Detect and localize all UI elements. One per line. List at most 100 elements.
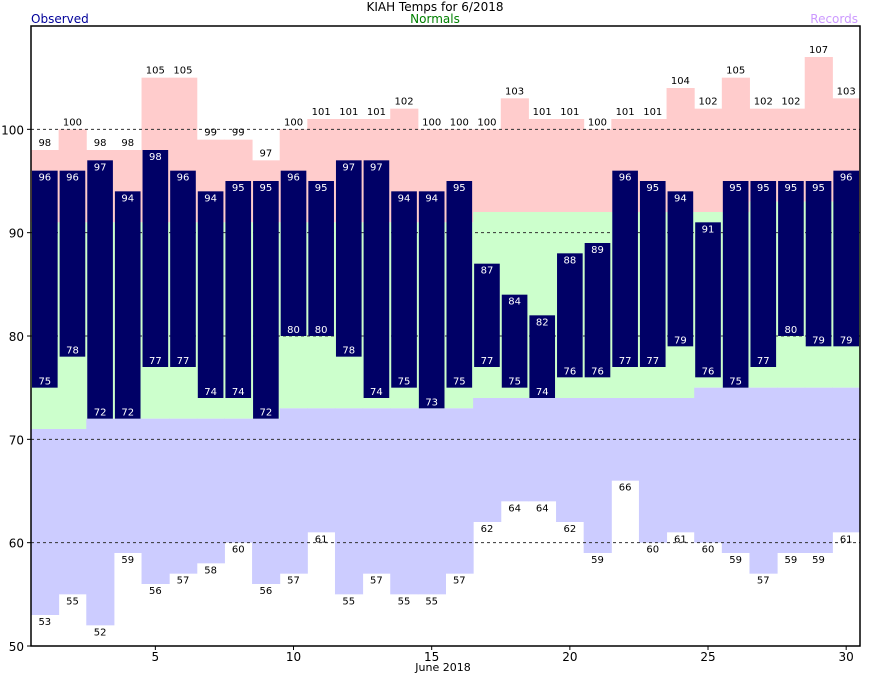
observed-low-label: 75 xyxy=(508,377,521,388)
legend-normals: Normals xyxy=(410,12,460,26)
observed-low-label: 80 xyxy=(287,325,300,336)
observed-high-label: 91 xyxy=(702,224,715,235)
record-high-label: 101 xyxy=(643,107,662,118)
observed-bar xyxy=(529,315,556,398)
record-high-label: 101 xyxy=(533,107,552,118)
observed-high-label: 95 xyxy=(315,183,328,194)
record-low-band xyxy=(638,398,668,543)
record-low-label: 62 xyxy=(481,524,494,535)
legend-observed: Observed xyxy=(31,12,89,26)
record-low-label: 64 xyxy=(536,503,549,514)
record-low-band xyxy=(334,408,364,595)
record-high-label: 102 xyxy=(781,97,800,108)
record-low-band xyxy=(58,429,87,595)
record-low-band xyxy=(694,387,723,543)
record-low-band xyxy=(31,429,60,615)
record-high-label: 101 xyxy=(312,107,331,118)
record-high-label: 105 xyxy=(173,66,192,77)
observed-low-label: 77 xyxy=(646,356,659,367)
record-low-band xyxy=(583,398,612,553)
observed-high-label: 95 xyxy=(260,183,273,194)
observed-low-label: 76 xyxy=(591,366,604,377)
record-low-band xyxy=(804,387,833,553)
record-low-label: 59 xyxy=(812,555,825,566)
record-high-label: 101 xyxy=(616,107,635,118)
observed-high-label: 94 xyxy=(674,193,687,204)
observed-low-label: 79 xyxy=(840,335,853,346)
observed-low-label: 77 xyxy=(757,356,770,367)
observed-high-label: 95 xyxy=(453,183,466,194)
y-tick-label: 50 xyxy=(9,640,24,654)
observed-low-label: 75 xyxy=(38,377,51,388)
observed-bar xyxy=(363,160,390,398)
x-tick-label: 30 xyxy=(839,650,854,664)
record-low-label: 61 xyxy=(840,534,853,545)
x-tick-label: 20 xyxy=(562,650,577,664)
observed-high-label: 97 xyxy=(94,162,107,173)
observed-low-label: 72 xyxy=(94,408,107,419)
observed-bar xyxy=(446,181,473,388)
record-low-band xyxy=(362,408,391,574)
record-low-band xyxy=(832,387,861,533)
observed-high-label: 87 xyxy=(481,266,494,277)
observed-bar xyxy=(695,222,721,378)
observed-high-label: 82 xyxy=(536,317,549,328)
observed-high-label: 95 xyxy=(729,183,742,194)
record-low-label: 61 xyxy=(674,534,687,545)
record-low-label: 59 xyxy=(121,555,134,566)
record-low-band xyxy=(528,398,557,502)
observed-low-label: 75 xyxy=(453,377,466,388)
x-axis-label: June 2018 xyxy=(415,661,471,674)
observed-bar xyxy=(170,170,196,367)
observed-high-label: 96 xyxy=(840,173,853,184)
record-low-label: 55 xyxy=(398,596,411,607)
observed-bar xyxy=(667,191,694,347)
observed-low-label: 74 xyxy=(232,387,245,398)
record-high-band xyxy=(694,108,723,212)
record-low-band xyxy=(113,418,143,553)
record-low-band xyxy=(417,408,446,595)
record-low-label: 60 xyxy=(702,545,715,556)
observed-bar xyxy=(335,160,362,357)
observed-high-label: 97 xyxy=(342,162,355,173)
record-low-band xyxy=(252,418,281,584)
observed-bar xyxy=(280,170,307,336)
record-high-label: 104 xyxy=(671,76,690,87)
record-low-label: 60 xyxy=(646,545,659,556)
observed-high-label: 89 xyxy=(591,245,604,256)
observed-low-label: 74 xyxy=(370,387,383,398)
y-tick-label: 80 xyxy=(9,330,24,344)
observed-bar xyxy=(750,181,777,367)
observed-bar xyxy=(474,263,500,367)
record-low-band xyxy=(721,387,750,553)
record-low-band xyxy=(224,418,253,543)
observed-low-label: 79 xyxy=(674,335,687,346)
observed-bar xyxy=(225,181,252,398)
record-low-label: 57 xyxy=(370,576,383,587)
legend-records: Records xyxy=(810,12,858,26)
observed-high-label: 96 xyxy=(177,173,190,184)
observed-high-label: 96 xyxy=(38,173,51,184)
record-low-band xyxy=(749,387,778,574)
observed-high-label: 96 xyxy=(66,173,79,184)
observed-low-label: 79 xyxy=(812,335,825,346)
record-low-label: 57 xyxy=(287,576,300,587)
observed-bar xyxy=(501,294,528,388)
observed-low-label: 78 xyxy=(342,346,355,357)
observed-high-label: 95 xyxy=(646,183,659,194)
record-high-band xyxy=(500,98,529,212)
chart-title: KIAH Temps for 6/2018 xyxy=(366,0,504,14)
record-low-band xyxy=(279,408,308,574)
record-low-label: 57 xyxy=(757,576,770,587)
record-low-label: 56 xyxy=(149,586,162,597)
record-low-label: 60 xyxy=(232,545,245,556)
x-tick-label: 10 xyxy=(286,650,301,664)
record-low-label: 55 xyxy=(425,596,438,607)
observed-bar xyxy=(418,191,445,409)
record-low-band xyxy=(445,408,474,574)
record-low-label: 64 xyxy=(508,503,521,514)
observed-high-label: 94 xyxy=(121,193,134,204)
observed-high-label: 95 xyxy=(757,183,770,194)
observed-bar xyxy=(114,191,141,419)
record-high-label: 101 xyxy=(339,107,358,118)
